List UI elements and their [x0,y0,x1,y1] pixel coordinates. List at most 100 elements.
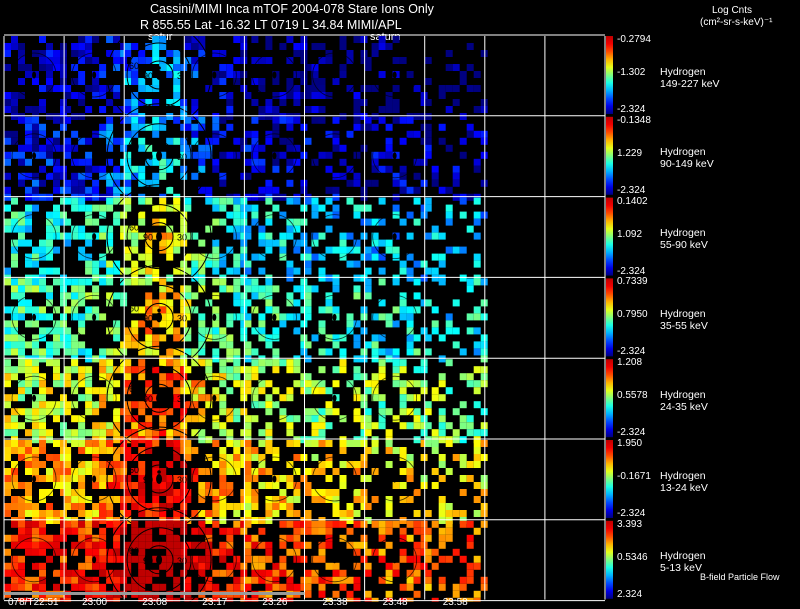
flux-pixel [180,359,188,367]
flux-pixel [99,482,107,489]
flux-pixel [258,285,266,293]
flux-pixel [304,489,312,496]
flux-pixel [166,113,174,120]
flux-pixel [240,144,248,152]
flux-pixel [39,447,46,454]
flux-pixel [480,373,488,381]
flux-pixel [233,278,241,286]
flux-pixel [378,415,386,423]
flux-pixel [92,440,100,447]
flux-pixel [233,218,241,226]
flux-pixel [480,503,488,510]
colorbar-max-label: 3.393 [617,518,643,530]
flux-pixel [353,583,361,591]
saturn-marker [157,147,161,151]
flux-pixel [131,274,139,282]
flux-pixel [191,475,199,482]
flux-pixel [219,461,227,468]
flux-pixel [311,232,319,240]
flux-pixel [251,130,259,138]
flux-pixel [226,408,234,416]
flux-pixel [85,380,93,388]
flux-pixel [145,43,153,50]
ring-circle [71,214,117,260]
flux-pixel [32,50,39,57]
ring-label: 90 [143,475,153,485]
flux-pixel [371,313,379,321]
flux-pixel [18,179,25,187]
flux-pixel [371,246,379,254]
flux-pixel [92,306,100,314]
flux-pixel [4,64,11,71]
flux-pixel [420,520,428,528]
flux-pixel [219,489,227,496]
flux-pixel [64,92,72,99]
saturn-marker [156,312,163,323]
flux-pixel [212,197,220,205]
flux-pixel [353,440,361,447]
flux-pixel [99,211,107,219]
flux-pixel [339,144,347,152]
flux-pixel [32,527,39,535]
flux-pixel [371,520,379,528]
flux-pixel [71,341,79,349]
flux-pixel [293,468,301,475]
flux-pixel [459,415,467,423]
flux-pixel [240,387,248,395]
flux-pixel [406,232,414,240]
flux-pixel [64,576,72,584]
flux-pixel [332,211,340,219]
flux-pixel [18,380,25,388]
flux-pixel [353,394,361,402]
flux-pixel [64,348,72,356]
flux-pixel [240,429,248,437]
flux-pixel [459,113,467,120]
flux-pixel [385,447,393,454]
flux-pixel [279,239,287,247]
flux-pixel [53,548,60,556]
ring-label: 30 [177,71,187,81]
flux-pixel [233,562,241,570]
flux-pixel [198,468,206,475]
flux-pixel [300,576,308,584]
flux-pixel [198,260,206,268]
flux-pixel [71,172,79,180]
flux-pixel [424,334,432,342]
flux-pixel [279,489,287,496]
flux-pixel [438,394,446,402]
flux-pixel [25,116,32,124]
flux-pixel [240,520,248,528]
flux-pixel [60,78,67,85]
flux-pixel [339,348,347,356]
flux-pixel [251,415,259,423]
flux-pixel [318,583,326,591]
flux-pixel [71,313,79,321]
flux-pixel [198,510,206,517]
flux-pixel [311,496,319,503]
flux-pixel [32,436,39,444]
flux-pixel [53,348,60,356]
flux-pixel [279,520,287,528]
flux-pixel [226,99,234,106]
flux-pixel [166,50,174,57]
flux-pixel [272,496,280,503]
flux-pixel [120,43,128,50]
flux-pixel [39,285,46,293]
flux-pixel [304,415,312,423]
flux-pixel [413,576,421,584]
flux-pixel [378,253,386,261]
flux-pixel [71,306,79,314]
flux-pixel [378,299,386,307]
flux-pixel [385,239,393,247]
flux-pixel [399,359,407,367]
flux-pixel [92,355,100,363]
flux-pixel [18,334,25,342]
flux-pixel [240,597,248,602]
flux-pixel [392,447,400,454]
flux-pixel [378,422,386,430]
flux-pixel [233,285,241,293]
flux-pixel [53,373,60,381]
flux-pixel [25,468,32,475]
flux-pixel [251,597,259,602]
flux-pixel [11,106,18,113]
